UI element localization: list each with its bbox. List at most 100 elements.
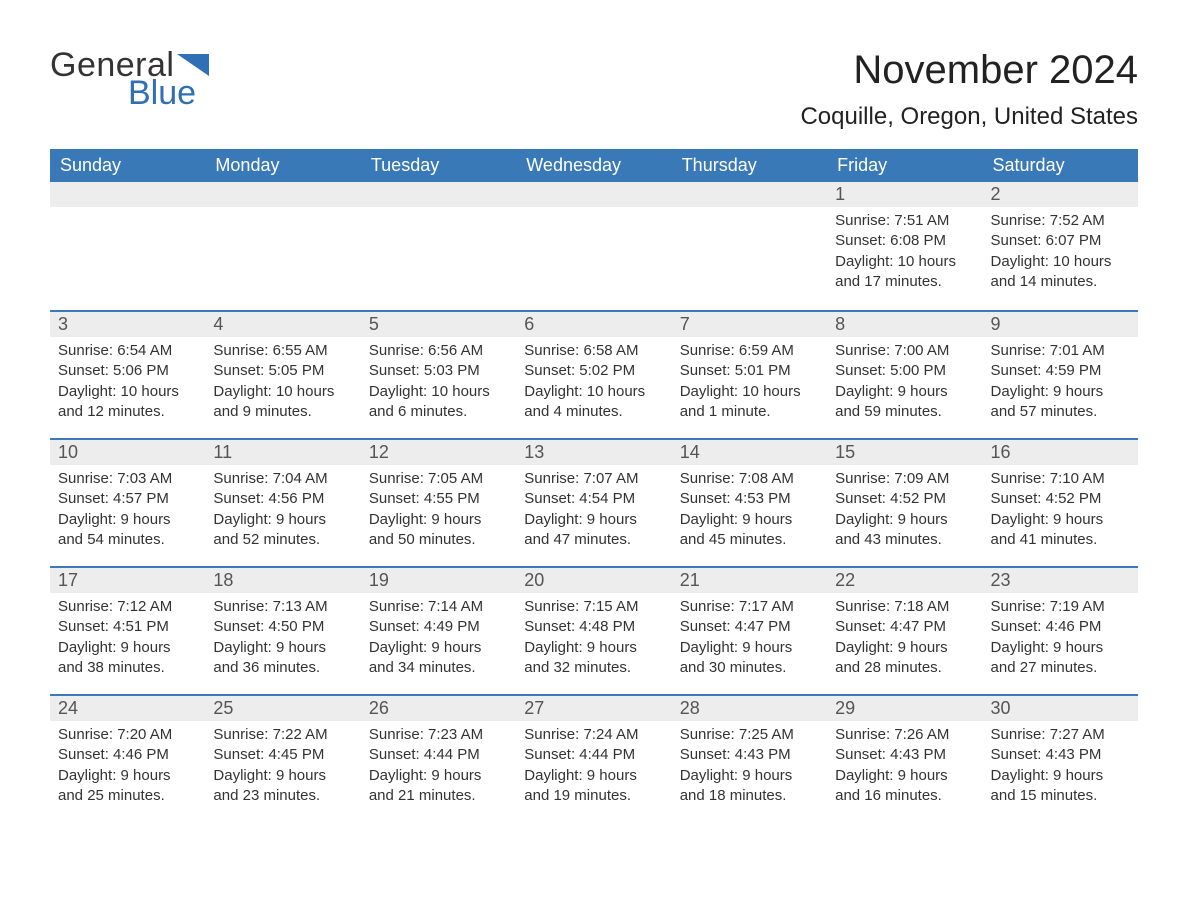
- sunrise-text: Sunrise: 7:18 AM: [835, 597, 974, 617]
- daylight-line1: Daylight: 9 hours: [58, 510, 197, 530]
- sunset-text: Sunset: 4:52 PM: [835, 489, 974, 509]
- calendar-day-cell: 29Sunrise: 7:26 AMSunset: 4:43 PMDayligh…: [827, 694, 982, 822]
- sunrise-text: Sunrise: 7:08 AM: [680, 469, 819, 489]
- calendar-day-cell: 5Sunrise: 6:56 AMSunset: 5:03 PMDaylight…: [361, 310, 516, 438]
- day-data: Sunrise: 6:58 AMSunset: 5:02 PMDaylight:…: [516, 337, 671, 422]
- day-number-empty: [50, 182, 205, 207]
- sunrise-text: Sunrise: 7:17 AM: [680, 597, 819, 617]
- sunrise-text: Sunrise: 7:24 AM: [524, 725, 663, 745]
- daylight-line2: and 9 minutes.: [213, 402, 352, 422]
- weekday-header: Friday: [827, 149, 982, 182]
- calendar-day-cell: [672, 182, 827, 310]
- calendar-week-row: 10Sunrise: 7:03 AMSunset: 4:57 PMDayligh…: [50, 438, 1138, 566]
- sunset-text: Sunset: 5:02 PM: [524, 361, 663, 381]
- day-number: 27: [516, 694, 671, 721]
- sunrise-text: Sunrise: 6:54 AM: [58, 341, 197, 361]
- daylight-line1: Daylight: 9 hours: [524, 766, 663, 786]
- sunrise-text: Sunrise: 7:25 AM: [680, 725, 819, 745]
- calendar-day-cell: [361, 182, 516, 310]
- day-data: Sunrise: 7:25 AMSunset: 4:43 PMDaylight:…: [672, 721, 827, 806]
- sunset-text: Sunset: 4:44 PM: [524, 745, 663, 765]
- sunrise-text: Sunrise: 7:09 AM: [835, 469, 974, 489]
- day-number-empty: [361, 182, 516, 207]
- calendar-day-cell: 18Sunrise: 7:13 AMSunset: 4:50 PMDayligh…: [205, 566, 360, 694]
- day-number-empty: [205, 182, 360, 207]
- daylight-line2: and 45 minutes.: [680, 530, 819, 550]
- calendar-week-row: 24Sunrise: 7:20 AMSunset: 4:46 PMDayligh…: [50, 694, 1138, 822]
- daylight-line2: and 1 minute.: [680, 402, 819, 422]
- sunset-text: Sunset: 6:07 PM: [991, 231, 1130, 251]
- daylight-line2: and 16 minutes.: [835, 786, 974, 806]
- sunrise-text: Sunrise: 7:01 AM: [991, 341, 1130, 361]
- daylight-line2: and 15 minutes.: [991, 786, 1130, 806]
- calendar-day-cell: [50, 182, 205, 310]
- sunset-text: Sunset: 4:56 PM: [213, 489, 352, 509]
- sunset-text: Sunset: 4:45 PM: [213, 745, 352, 765]
- daylight-line2: and 6 minutes.: [369, 402, 508, 422]
- daylight-line1: Daylight: 9 hours: [991, 382, 1130, 402]
- day-data: Sunrise: 7:13 AMSunset: 4:50 PMDaylight:…: [205, 593, 360, 678]
- day-number: 8: [827, 310, 982, 337]
- day-data: Sunrise: 7:08 AMSunset: 4:53 PMDaylight:…: [672, 465, 827, 550]
- day-number: 6: [516, 310, 671, 337]
- calendar-day-cell: [205, 182, 360, 310]
- day-number: 19: [361, 566, 516, 593]
- day-data: Sunrise: 7:05 AMSunset: 4:55 PMDaylight:…: [361, 465, 516, 550]
- calendar-week-row: 17Sunrise: 7:12 AMSunset: 4:51 PMDayligh…: [50, 566, 1138, 694]
- sunset-text: Sunset: 4:50 PM: [213, 617, 352, 637]
- day-data: Sunrise: 6:56 AMSunset: 5:03 PMDaylight:…: [361, 337, 516, 422]
- day-data: Sunrise: 7:03 AMSunset: 4:57 PMDaylight:…: [50, 465, 205, 550]
- sunrise-text: Sunrise: 7:27 AM: [991, 725, 1130, 745]
- day-number: 1: [827, 182, 982, 207]
- sunrise-text: Sunrise: 7:03 AM: [58, 469, 197, 489]
- sunrise-text: Sunrise: 6:56 AM: [369, 341, 508, 361]
- day-data: Sunrise: 6:59 AMSunset: 5:01 PMDaylight:…: [672, 337, 827, 422]
- day-number: 16: [983, 438, 1138, 465]
- daylight-line1: Daylight: 10 hours: [680, 382, 819, 402]
- daylight-line2: and 14 minutes.: [991, 272, 1130, 292]
- sunset-text: Sunset: 5:03 PM: [369, 361, 508, 381]
- sunset-text: Sunset: 4:47 PM: [835, 617, 974, 637]
- sunset-text: Sunset: 5:00 PM: [835, 361, 974, 381]
- calendar-day-cell: 25Sunrise: 7:22 AMSunset: 4:45 PMDayligh…: [205, 694, 360, 822]
- calendar-day-cell: 12Sunrise: 7:05 AMSunset: 4:55 PMDayligh…: [361, 438, 516, 566]
- day-data: Sunrise: 7:18 AMSunset: 4:47 PMDaylight:…: [827, 593, 982, 678]
- day-data: Sunrise: 7:20 AMSunset: 4:46 PMDaylight:…: [50, 721, 205, 806]
- day-data: Sunrise: 7:09 AMSunset: 4:52 PMDaylight:…: [827, 465, 982, 550]
- calendar-day-cell: 1Sunrise: 7:51 AMSunset: 6:08 PMDaylight…: [827, 182, 982, 310]
- daylight-line1: Daylight: 9 hours: [991, 638, 1130, 658]
- day-data: Sunrise: 7:26 AMSunset: 4:43 PMDaylight:…: [827, 721, 982, 806]
- day-number-empty: [672, 182, 827, 207]
- day-data: Sunrise: 7:27 AMSunset: 4:43 PMDaylight:…: [983, 721, 1138, 806]
- day-number: 24: [50, 694, 205, 721]
- sunset-text: Sunset: 5:05 PM: [213, 361, 352, 381]
- daylight-line1: Daylight: 9 hours: [991, 766, 1130, 786]
- logo-word-blue: Blue: [128, 76, 209, 110]
- calendar-day-cell: 15Sunrise: 7:09 AMSunset: 4:52 PMDayligh…: [827, 438, 982, 566]
- sunset-text: Sunset: 4:44 PM: [369, 745, 508, 765]
- daylight-line2: and 36 minutes.: [213, 658, 352, 678]
- sunrise-text: Sunrise: 6:58 AM: [524, 341, 663, 361]
- calendar-day-cell: 16Sunrise: 7:10 AMSunset: 4:52 PMDayligh…: [983, 438, 1138, 566]
- day-number: 5: [361, 310, 516, 337]
- daylight-line1: Daylight: 10 hours: [524, 382, 663, 402]
- day-data: Sunrise: 6:54 AMSunset: 5:06 PMDaylight:…: [50, 337, 205, 422]
- daylight-line2: and 23 minutes.: [213, 786, 352, 806]
- day-number: 13: [516, 438, 671, 465]
- day-number: 4: [205, 310, 360, 337]
- day-data: Sunrise: 7:15 AMSunset: 4:48 PMDaylight:…: [516, 593, 671, 678]
- day-number: 10: [50, 438, 205, 465]
- day-data: Sunrise: 6:55 AMSunset: 5:05 PMDaylight:…: [205, 337, 360, 422]
- day-data: Sunrise: 7:01 AMSunset: 4:59 PMDaylight:…: [983, 337, 1138, 422]
- day-number: 18: [205, 566, 360, 593]
- daylight-line1: Daylight: 9 hours: [835, 766, 974, 786]
- daylight-line1: Daylight: 9 hours: [680, 638, 819, 658]
- daylight-line2: and 21 minutes.: [369, 786, 508, 806]
- calendar-day-cell: 6Sunrise: 6:58 AMSunset: 5:02 PMDaylight…: [516, 310, 671, 438]
- daylight-line2: and 4 minutes.: [524, 402, 663, 422]
- weekday-header-row: Sunday Monday Tuesday Wednesday Thursday…: [50, 149, 1138, 182]
- calendar-day-cell: 7Sunrise: 6:59 AMSunset: 5:01 PMDaylight…: [672, 310, 827, 438]
- day-number: 22: [827, 566, 982, 593]
- sunset-text: Sunset: 4:51 PM: [58, 617, 197, 637]
- sunset-text: Sunset: 4:43 PM: [680, 745, 819, 765]
